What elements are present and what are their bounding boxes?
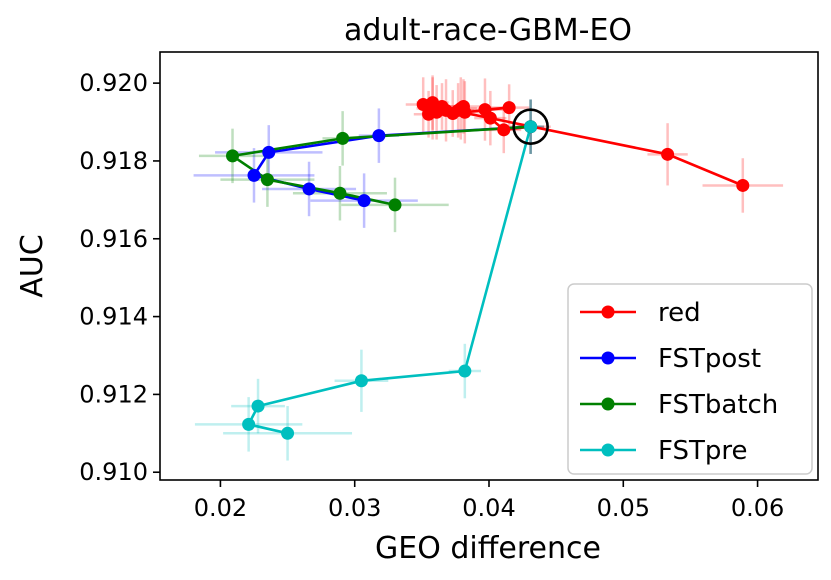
x-tick-label: 0.04 xyxy=(462,494,515,522)
legend-box xyxy=(567,283,813,475)
chart-title: adult-race-GBM-EO xyxy=(344,13,632,48)
data-point-FSTbatch xyxy=(260,173,274,187)
x-axis-ticks: 0.02 0.03 0.04 0.05 0.06 xyxy=(194,480,784,522)
legend-marker xyxy=(601,305,615,319)
data-point-red xyxy=(478,103,492,117)
legend: red FSTpost FSTbatch FSTpre xyxy=(567,283,813,475)
y-tick-label: 0.910 xyxy=(79,458,148,486)
y-tick-label: 0.920 xyxy=(79,69,148,97)
data-point-FSTpost xyxy=(247,168,261,182)
data-point-FSTpre xyxy=(242,417,256,431)
legend-marker xyxy=(601,397,615,411)
data-point-FSTbatch xyxy=(388,198,402,212)
data-point-red xyxy=(736,178,750,192)
data-point-FSTpre xyxy=(524,120,538,134)
y-tick-label: 0.918 xyxy=(79,147,148,175)
x-tick-label: 0.03 xyxy=(328,494,381,522)
data-point-FSTpost xyxy=(262,145,276,159)
x-tick-label: 0.05 xyxy=(597,494,650,522)
data-point-FSTpre xyxy=(354,374,368,388)
data-point-FSTbatch xyxy=(333,186,347,200)
x-tick-label: 0.06 xyxy=(731,494,784,522)
data-point-FSTpre xyxy=(458,364,472,378)
data-point-FSTbatch xyxy=(336,131,350,145)
y-tick-label: 0.914 xyxy=(79,303,148,331)
y-axis-title: AUC xyxy=(15,234,50,297)
legend-marker xyxy=(601,443,615,457)
legend-label: FSTbatch xyxy=(658,390,778,420)
y-tick-label: 0.916 xyxy=(79,225,148,253)
highlight-circle xyxy=(512,108,549,146)
legend-label: FSTpre xyxy=(658,436,748,466)
legend-label: red xyxy=(658,298,701,328)
data-point-FSTpost xyxy=(302,182,316,196)
data-point-FSTpost xyxy=(357,194,371,208)
series-line-FSTpre xyxy=(246,126,532,435)
data-point-FSTpost xyxy=(372,129,386,143)
data-point-red xyxy=(502,101,516,115)
data-point-red xyxy=(661,147,675,161)
data-point-red xyxy=(422,107,436,121)
data-point-FSTpre xyxy=(281,426,295,440)
x-tick-label: 0.02 xyxy=(194,494,247,522)
data-point-FSTbatch xyxy=(226,149,240,163)
highlight-marker xyxy=(512,108,549,146)
series-line-red xyxy=(420,102,744,187)
series-markers xyxy=(226,96,750,440)
y-tick-label: 0.912 xyxy=(79,380,148,408)
x-axis-title: GEO difference xyxy=(375,531,601,566)
legend-label: FSTpost xyxy=(658,344,761,374)
legend-marker xyxy=(601,351,615,365)
data-point-red xyxy=(497,123,511,137)
data-point-FSTpre xyxy=(251,399,265,413)
y-axis-ticks: 0.910 0.912 0.914 0.916 0.918 0.920 xyxy=(79,69,160,486)
data-point-red xyxy=(416,98,430,112)
